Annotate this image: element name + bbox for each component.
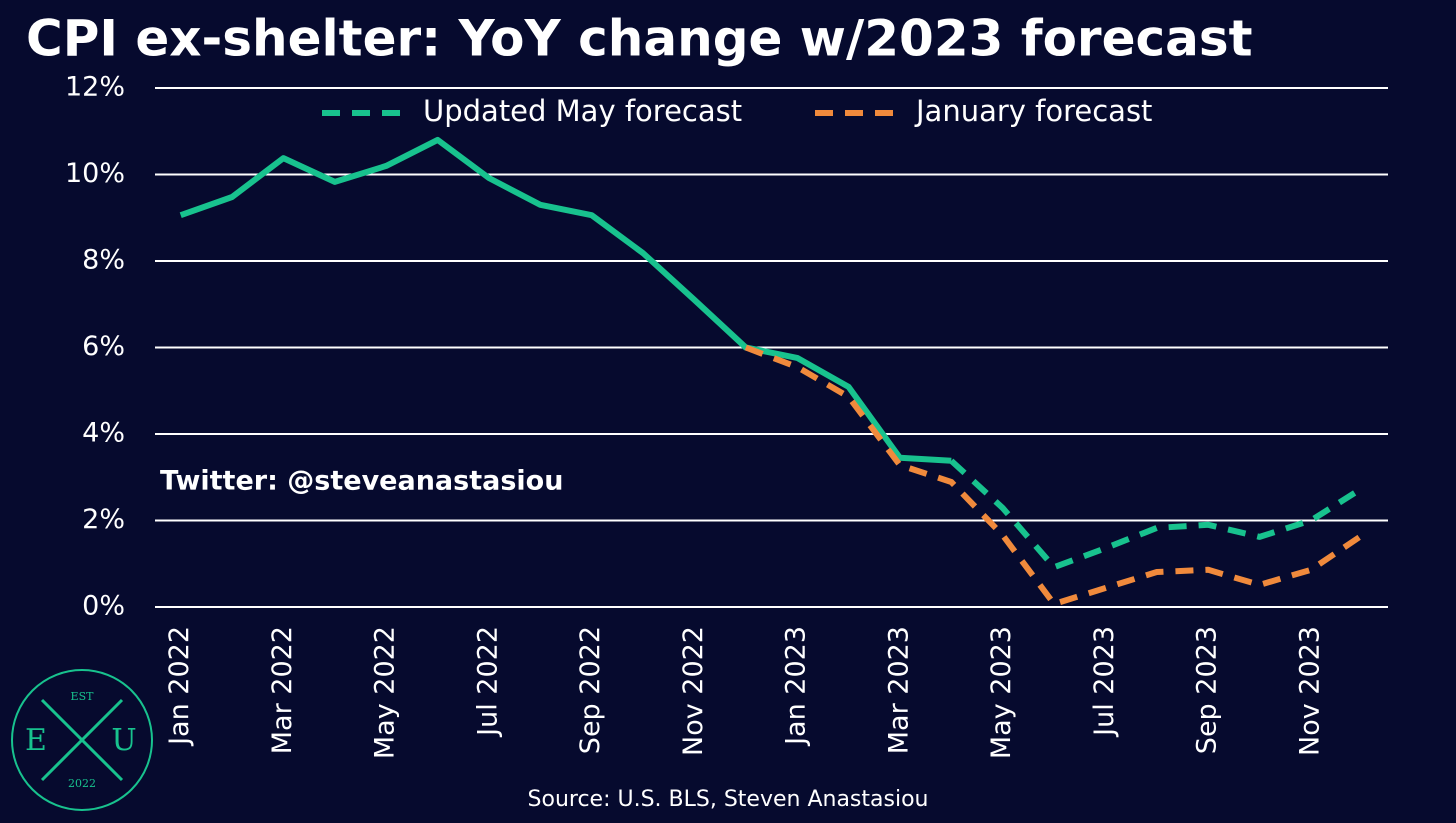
- logo-ring: [11, 669, 153, 811]
- logo: EST E X U 2022: [11, 669, 153, 811]
- x-tick-label: Jul 2022: [472, 626, 503, 738]
- logo-stroke: [40, 698, 124, 782]
- source: Source: U.S. BLS, Steven Anastasiou: [528, 787, 929, 812]
- chart-title: CPI ex-shelter: YoY change w/2023 foreca…: [26, 10, 1253, 68]
- line: [949, 458, 1364, 571]
- annotation: Twitter: @steveanastasiou: [160, 466, 563, 497]
- x-tick-label: Mar 2023: [883, 626, 914, 754]
- logo-text: E: [25, 723, 47, 758]
- y-tick-label: 2%: [82, 504, 125, 535]
- x-tick-label: Jan 2022: [164, 626, 195, 747]
- logo-text: EST: [71, 690, 95, 703]
- x-tick-label: May 2023: [986, 626, 1017, 759]
- x-tick-label: Nov 2023: [1294, 626, 1325, 756]
- logo-text: 2022: [68, 777, 96, 790]
- y-tick-label: 6%: [82, 331, 125, 362]
- legend-label: Updated May forecast: [423, 94, 742, 128]
- logo-text: U: [111, 723, 136, 758]
- line: [179, 136, 952, 464]
- x-tick-label: Nov 2022: [678, 626, 709, 756]
- legend-label: January forecast: [914, 94, 1152, 128]
- x-tick-label: Jan 2023: [781, 626, 812, 747]
- x-tick-label: Mar 2022: [267, 626, 298, 754]
- y-tick-label: 8%: [82, 245, 125, 276]
- x-tick-label: Jul 2023: [1089, 626, 1120, 738]
- y-tick-label: 12%: [65, 72, 125, 103]
- y-tick-label: 10%: [65, 158, 125, 189]
- x-tick-label: May 2022: [370, 626, 401, 759]
- x-tick-label: Sep 2023: [1192, 626, 1223, 754]
- y-tick-label: 4%: [82, 418, 125, 449]
- y-tick-label: 0%: [82, 591, 125, 622]
- x-tick-label: Sep 2022: [575, 626, 606, 754]
